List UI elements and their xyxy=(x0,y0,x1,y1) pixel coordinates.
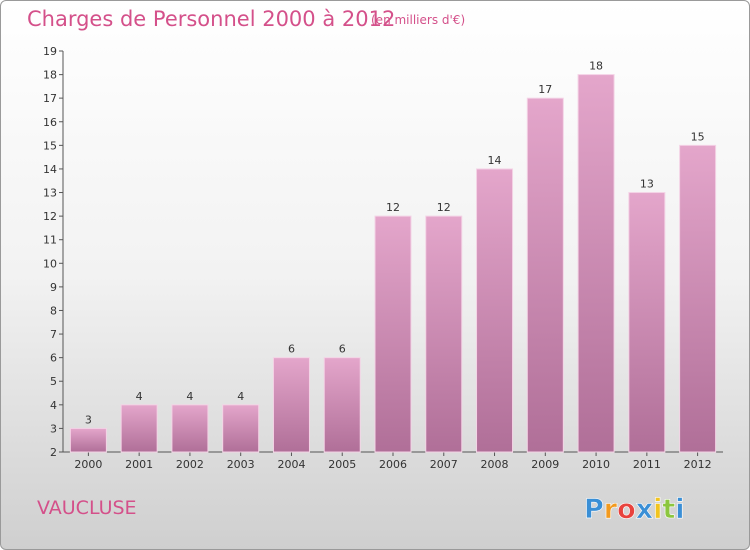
data-label: 13 xyxy=(640,178,654,191)
y-tick-label: 2 xyxy=(50,446,57,459)
data-label: 3 xyxy=(85,413,92,426)
bar-2005 xyxy=(323,357,361,453)
bar-2008 xyxy=(476,168,514,453)
bar-2007 xyxy=(425,215,463,453)
bars: 3 4 4 4 6 6 12 12 14 17 18 13 15 xyxy=(69,60,717,453)
y-tick-label: 16 xyxy=(43,116,57,129)
x-tick-label: 2001 xyxy=(125,458,153,471)
y-tick-label: 9 xyxy=(50,281,57,294)
data-label: 14 xyxy=(488,154,502,167)
x-tick-label: 2011 xyxy=(633,458,661,471)
y-tick-label: 14 xyxy=(43,163,57,176)
axes: 2 3 4 5 6 7 8 9 10 11 12 13 14 15 16 17 18 19 2000 2001 2002… xyxy=(43,45,723,471)
x-tick-label: 2004 xyxy=(277,458,305,471)
data-label: 17 xyxy=(538,83,552,96)
y-tick-label: 8 xyxy=(50,304,57,317)
bar-2004 xyxy=(272,357,310,453)
data-label: 12 xyxy=(386,201,400,214)
y-tick-label: 17 xyxy=(43,92,57,105)
x-tick-label: 2006 xyxy=(379,458,407,471)
data-label: 4 xyxy=(136,390,143,403)
x-tick-label: 2012 xyxy=(684,458,712,471)
x-tick-label: 2002 xyxy=(176,458,204,471)
x-tick-label: 2010 xyxy=(582,458,610,471)
y-tick-label: 18 xyxy=(43,69,57,82)
x-tick-label: 2000 xyxy=(74,458,102,471)
x-tick-label: 2005 xyxy=(328,458,356,471)
data-label: 6 xyxy=(339,343,346,356)
bar-2012 xyxy=(679,144,717,453)
y-tick-label: 12 xyxy=(43,210,57,223)
bar-2009 xyxy=(526,97,564,453)
y-tick-label: 7 xyxy=(50,328,57,341)
data-label: 4 xyxy=(237,390,244,403)
chart-subtitle: (en milliers d'€) xyxy=(371,13,465,27)
bar-2006 xyxy=(374,215,412,453)
data-label: 4 xyxy=(186,390,193,403)
x-tick-label: 2003 xyxy=(227,458,255,471)
x-tick-label: 2009 xyxy=(531,458,559,471)
y-tick-label: 5 xyxy=(50,375,57,388)
bar-2000 xyxy=(69,427,107,453)
x-tick-label: 2008 xyxy=(481,458,509,471)
bar-2011 xyxy=(628,192,666,453)
bar-2003 xyxy=(222,404,260,453)
bar-2010 xyxy=(577,74,615,453)
y-tick-label: 4 xyxy=(50,399,57,412)
y-tick-label: 6 xyxy=(50,352,57,365)
bar-2002 xyxy=(171,404,209,453)
data-label: 18 xyxy=(589,60,603,73)
y-tick-label: 15 xyxy=(43,139,57,152)
proxiti-logo: Proxiti xyxy=(584,494,685,525)
bar-2001 xyxy=(120,404,158,453)
region-label: VAUCLUSE xyxy=(37,497,137,519)
chart-title: Charges de Personnel 2000 à 2012 xyxy=(27,7,395,31)
y-tick-label: 10 xyxy=(43,257,57,270)
y-tick-label: 11 xyxy=(43,234,57,247)
y-tick-label: 19 xyxy=(43,45,57,58)
y-tick-label: 3 xyxy=(50,422,57,435)
x-tick-label: 2007 xyxy=(430,458,458,471)
data-label: 15 xyxy=(691,130,705,143)
data-label: 12 xyxy=(437,201,451,214)
data-label: 6 xyxy=(288,343,295,356)
y-tick-label: 13 xyxy=(43,187,57,200)
